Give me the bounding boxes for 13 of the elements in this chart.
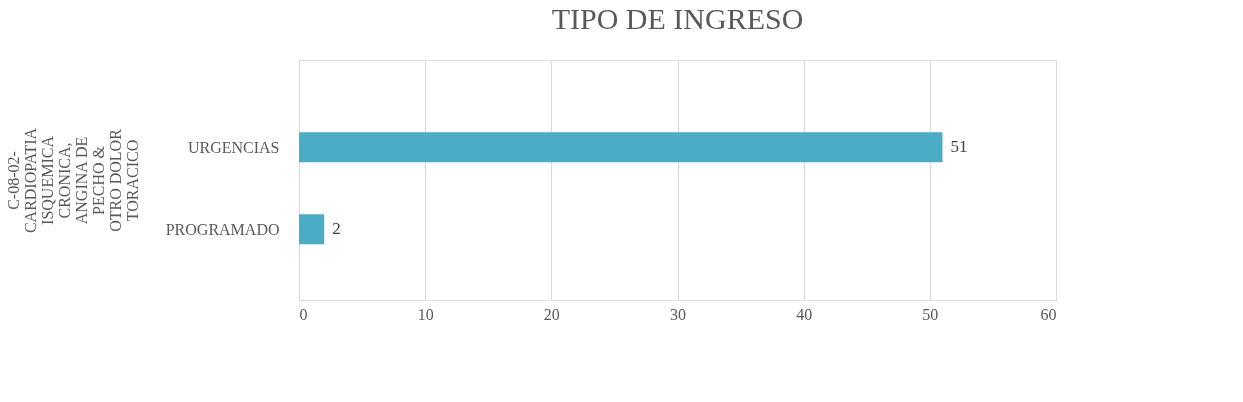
x-tick-label: 60 — [1040, 305, 1057, 323]
chart-title: TIPO DE INGRESO — [551, 2, 804, 35]
x-tick-label: 40 — [796, 305, 813, 323]
data-label: 51 — [950, 137, 968, 157]
x-tick-label: 10 — [417, 305, 434, 323]
data-label: 2 — [332, 219, 341, 239]
y-tick-label: URGENCIAS — [187, 138, 280, 156]
x-tick-label: 20 — [543, 305, 560, 323]
x-tick-label: 0 — [299, 305, 308, 323]
x-tick-label: 50 — [922, 305, 939, 323]
y-axis-title: C-08-02- CARDIOPATIA ISQUEMICA CRONICA, ANGINA DE PECHO & OTRO DOLOR TORACICO — [4, 127, 141, 234]
y-tick-label: PROGRAMADO — [165, 220, 280, 238]
x-tick-label: 30 — [670, 305, 686, 323]
